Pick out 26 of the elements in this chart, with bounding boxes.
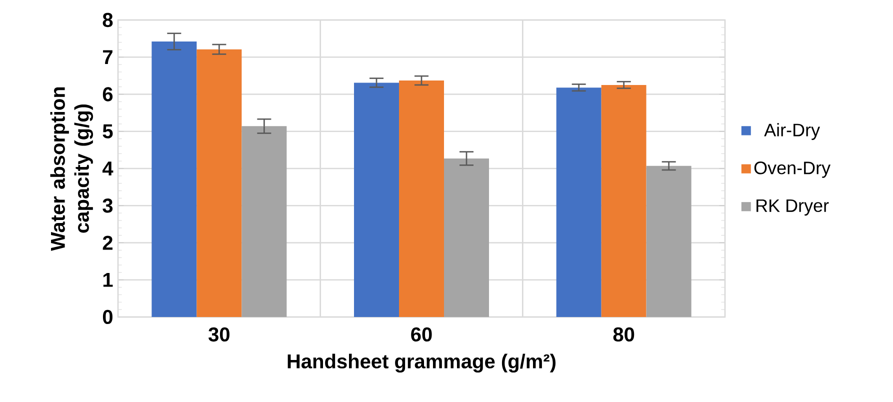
legend-label: Air-Dry [764, 123, 820, 140]
bar [444, 158, 489, 317]
y-tick-label: 7 [103, 50, 112, 64]
bar [399, 80, 444, 317]
legend-label: Oven-Dry [754, 162, 831, 178]
bar [601, 84, 646, 317]
bar [556, 88, 602, 317]
y-tick-label: 0 [102, 310, 112, 324]
bar [646, 166, 692, 317]
x-axis-title: Handsheet grammage (g/m²) [288, 354, 556, 372]
y-tick-label: 1 [103, 272, 113, 287]
x-tick-label: 60 [411, 327, 432, 342]
y-tick-label: 6 [102, 87, 113, 102]
bar [196, 49, 242, 317]
bar [242, 126, 287, 317]
y-tick-label: 4 [102, 162, 114, 176]
y-tick-label: 3 [102, 198, 113, 213]
y-tick-label: 8 [102, 12, 113, 28]
x-tick-label: 30 [208, 327, 230, 342]
bar [354, 82, 399, 317]
bar [152, 42, 197, 317]
legend-label: RK Dryer [756, 199, 829, 216]
y-axis-title: Water absorption capacity (g/g) [50, 87, 94, 251]
y-tick-label: 5 [102, 124, 113, 138]
y-tick-label: 2 [102, 236, 112, 250]
x-tick-label: 80 [613, 327, 634, 342]
